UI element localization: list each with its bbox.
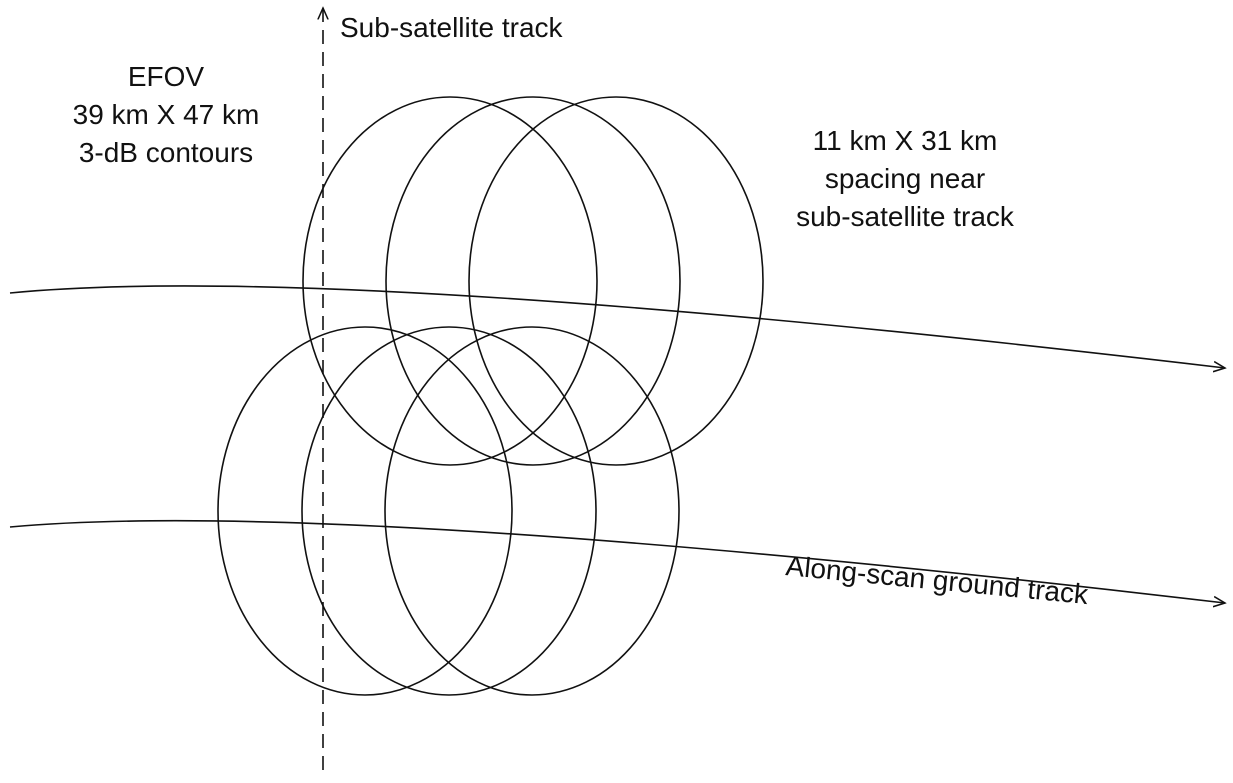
footprint bbox=[217, 326, 513, 696]
spacing-label: 11 km X 31 km bbox=[813, 125, 998, 156]
spacing-label: spacing near bbox=[825, 163, 985, 194]
sub-satellite-label: Sub-satellite track bbox=[340, 12, 564, 43]
footprint bbox=[384, 326, 680, 696]
footprint bbox=[301, 326, 597, 696]
scan-track-lower bbox=[9, 519, 1225, 603]
efov-label: 3-dB contours bbox=[79, 137, 253, 168]
footprint bbox=[302, 96, 598, 466]
efov-label: 39 km X 47 km bbox=[73, 99, 260, 130]
scan-track-upper bbox=[9, 285, 1225, 368]
footprint bbox=[385, 96, 681, 466]
spacing-label: sub-satellite track bbox=[796, 201, 1015, 232]
footprint bbox=[468, 96, 764, 466]
efov-label: EFOV bbox=[128, 61, 205, 92]
along-scan-label: Along-scan ground track bbox=[784, 550, 1090, 610]
